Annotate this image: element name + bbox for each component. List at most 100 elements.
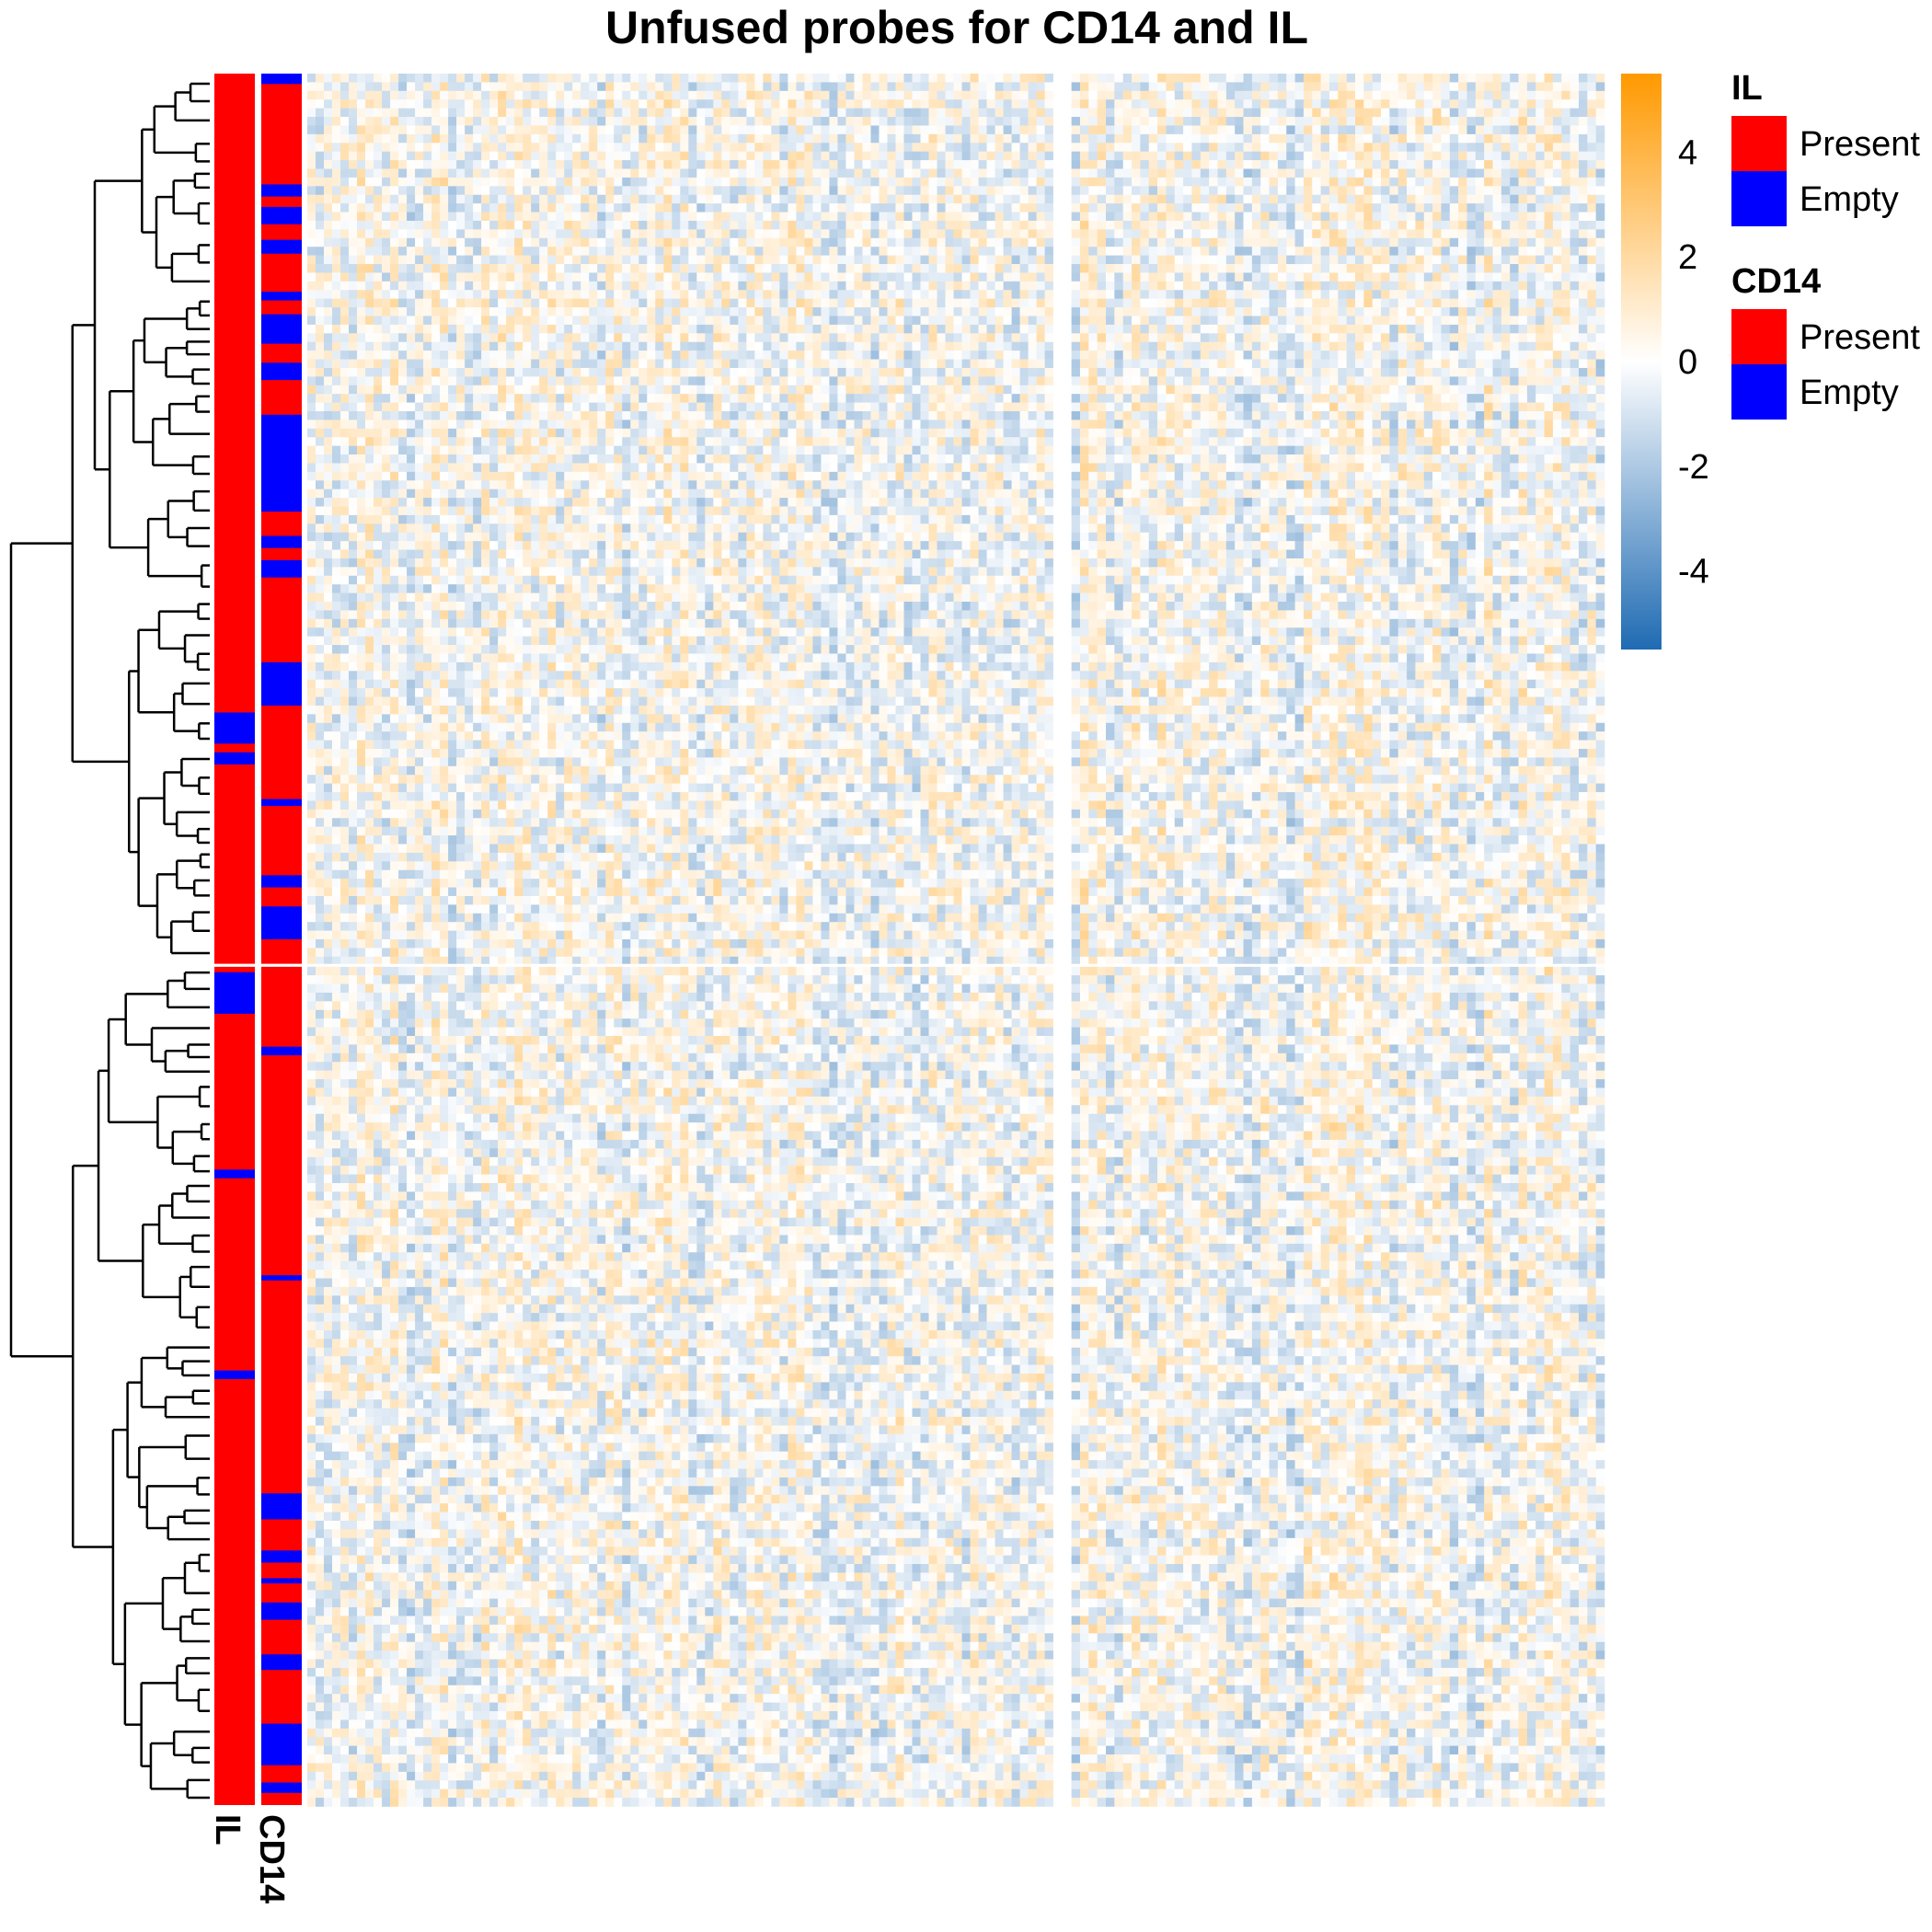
heatmap-cell — [324, 255, 333, 265]
heatmap-cell — [605, 367, 615, 377]
heatmap-cell — [572, 290, 581, 299]
heatmap-cell — [1036, 410, 1045, 420]
heatmap-cell — [1044, 203, 1053, 213]
heatmap-cell — [605, 237, 615, 247]
heatmap-cell — [779, 212, 788, 222]
heatmap-cell — [821, 437, 830, 446]
heatmap-cell — [1003, 281, 1012, 291]
heatmap-cell — [630, 133, 639, 144]
heatmap-cell — [647, 514, 656, 524]
heatmap-cell — [514, 212, 523, 222]
heatmap-cell — [680, 74, 689, 83]
heatmap-cell — [349, 514, 358, 524]
heatmap-cell — [1036, 160, 1045, 169]
heatmap-cell — [390, 316, 399, 326]
heatmap-cell — [523, 125, 532, 135]
heatmap-cell — [688, 212, 697, 222]
heatmap-cell — [961, 351, 971, 360]
heatmap-cell — [804, 125, 813, 135]
heatmap-cell — [754, 108, 764, 118]
heatmap-cell — [423, 359, 432, 369]
heatmap-cell — [705, 454, 714, 464]
heatmap-cell — [390, 333, 399, 343]
heatmap-cell — [506, 428, 515, 438]
heatmap-cell — [779, 194, 788, 204]
heatmap-cell — [920, 203, 929, 213]
heatmap-cell — [688, 428, 697, 438]
heatmap-cell — [556, 367, 565, 377]
cd14-annotation-empty-segment — [261, 906, 302, 939]
heatmap-cell — [763, 160, 772, 169]
heatmap-cell — [696, 186, 706, 196]
heatmap-cell — [804, 410, 813, 420]
heatmap-cell — [506, 212, 515, 222]
heatmap-cell — [349, 428, 358, 438]
heatmap-cell — [788, 272, 797, 282]
heatmap-cell — [448, 281, 457, 291]
heatmap-cell — [514, 290, 523, 299]
heatmap-cell — [970, 290, 979, 299]
heatmap-cell — [349, 255, 358, 265]
heatmap-cell — [531, 324, 540, 334]
heatmap-cell — [713, 90, 722, 100]
heatmap-cell — [672, 367, 681, 377]
heatmap-cell — [879, 194, 888, 204]
heatmap-cell — [945, 367, 954, 377]
heatmap-cell — [572, 471, 581, 481]
heatmap-cell — [415, 212, 424, 222]
heatmap-cell — [1011, 264, 1020, 273]
heatmap-cell — [547, 133, 557, 144]
heatmap-cell — [614, 298, 623, 308]
heatmap-cell — [705, 133, 714, 144]
heatmap-cell — [895, 194, 904, 204]
heatmap-cell — [663, 514, 673, 524]
heatmap-cell — [398, 341, 408, 351]
heatmap-cell — [365, 82, 374, 92]
heatmap-cell — [382, 437, 391, 446]
heatmap-cell — [903, 264, 913, 273]
heatmap-cell — [862, 463, 871, 473]
heatmap-cell — [1003, 229, 1012, 239]
heatmap-cell — [316, 82, 325, 92]
heatmap-cell — [821, 307, 830, 316]
heatmap-cell — [887, 376, 896, 386]
heatmap-cell — [473, 237, 482, 247]
heatmap-cell — [564, 290, 573, 299]
heatmap-cell — [705, 428, 714, 438]
heatmap-cell — [498, 463, 507, 473]
heatmap-cell — [895, 428, 904, 438]
heatmap-cell — [705, 160, 714, 169]
heatmap-cell — [978, 194, 987, 204]
heatmap-cell — [506, 359, 515, 369]
heatmap-cell — [415, 125, 424, 135]
heatmap-cell — [456, 143, 466, 152]
heatmap-cell — [307, 272, 316, 282]
heatmap-cell — [506, 454, 515, 464]
heatmap-cell — [357, 463, 366, 473]
heatmap-cell — [506, 186, 515, 196]
heatmap-cell — [705, 90, 714, 100]
heatmap-cell — [655, 402, 664, 412]
heatmap-cell — [340, 186, 350, 196]
heatmap-cell — [730, 108, 739, 118]
heatmap-cell — [514, 247, 523, 256]
heatmap-cell — [431, 351, 441, 360]
heatmap-cell — [986, 99, 995, 109]
heatmap-cell — [324, 229, 333, 239]
heatmap-cell — [970, 74, 979, 83]
heatmap-cell — [514, 307, 523, 316]
heatmap-cell — [324, 186, 333, 196]
heatmap-cell — [961, 272, 971, 282]
heatmap-cell — [945, 385, 954, 395]
heatmap-cell — [382, 74, 391, 83]
heatmap-cell — [912, 480, 921, 489]
heatmap-cell — [481, 160, 490, 169]
heatmap-cell — [332, 220, 341, 230]
heatmap-cell — [862, 186, 871, 196]
heatmap-cell — [680, 471, 689, 481]
heatmap-cell — [796, 498, 805, 507]
heatmap-cell — [1036, 143, 1045, 152]
heatmap-cell — [489, 117, 499, 126]
heatmap-cell — [796, 117, 805, 126]
heatmap-cell — [581, 99, 590, 109]
